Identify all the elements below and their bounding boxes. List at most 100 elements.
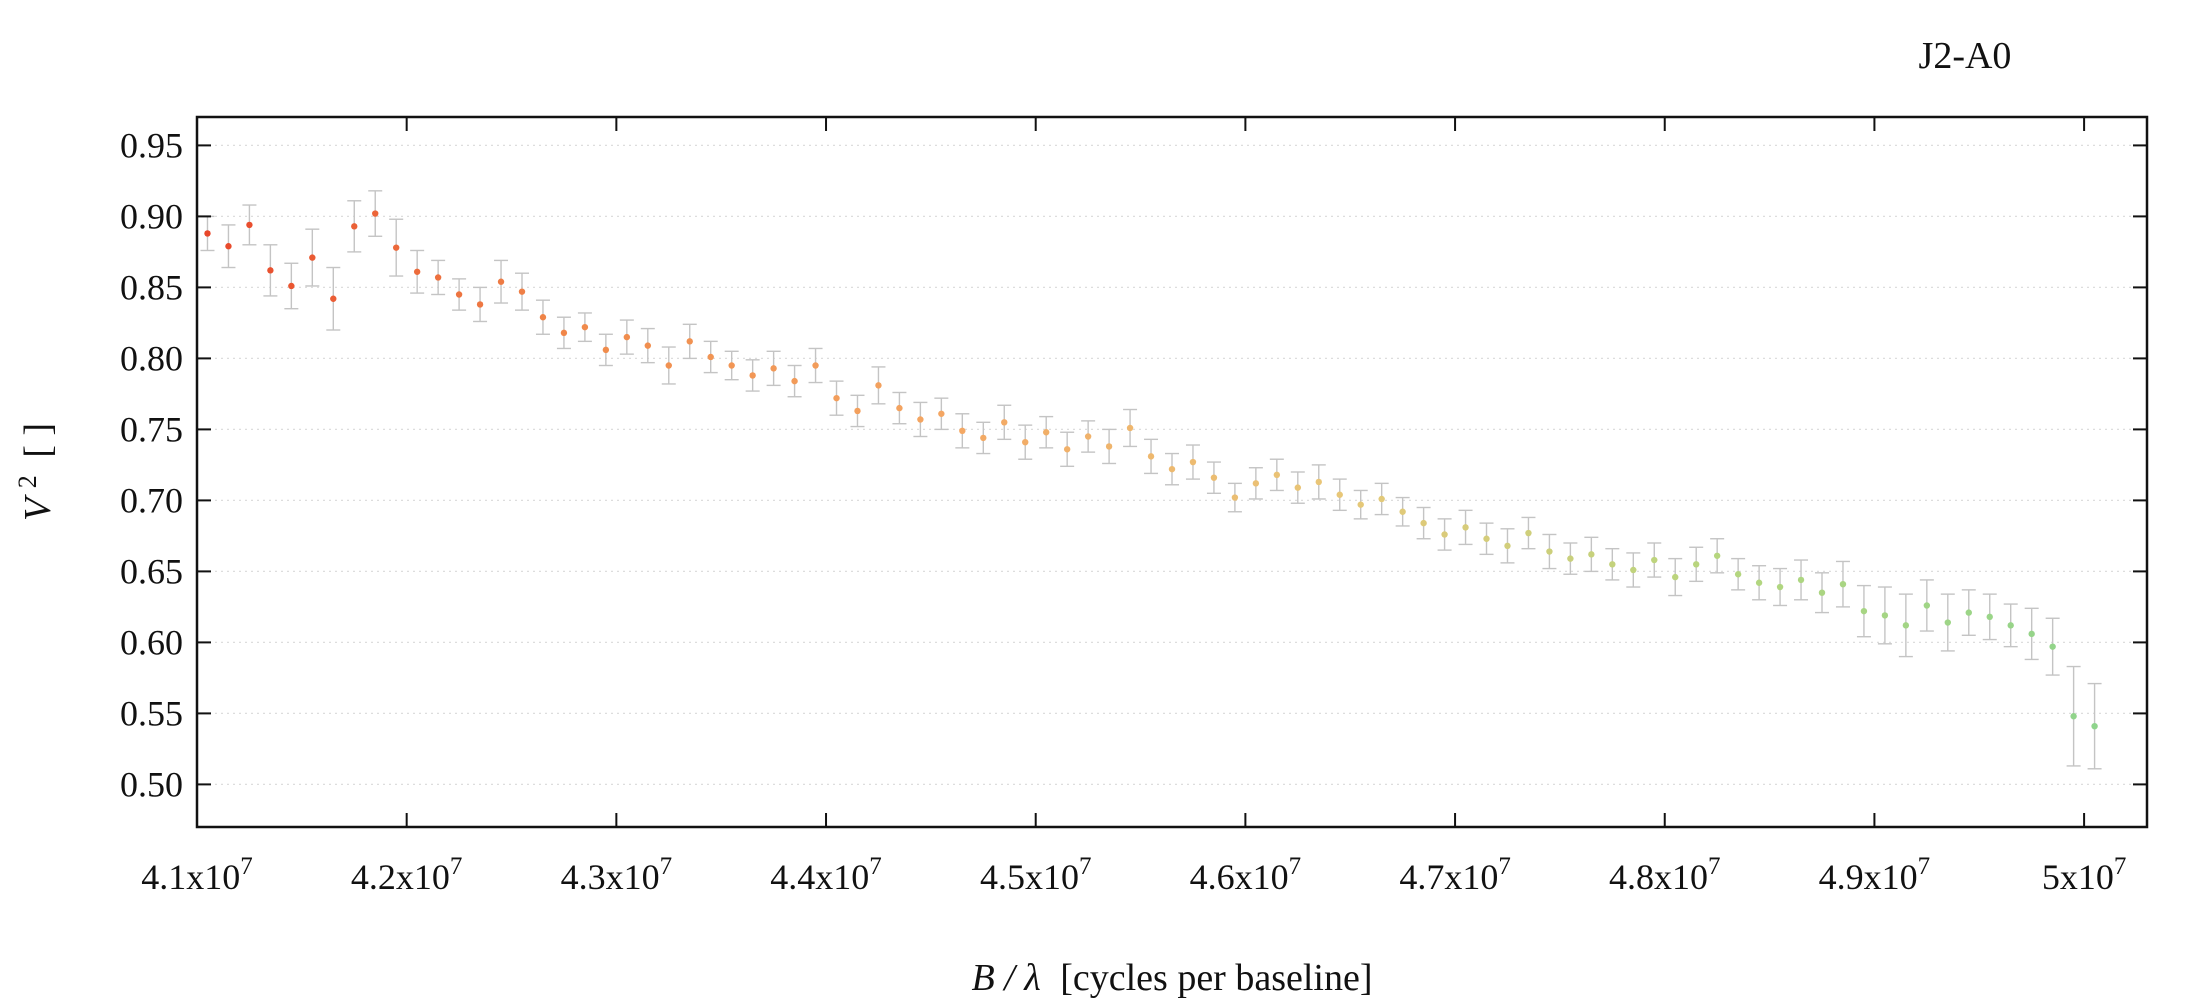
- data-point: [1231, 494, 1239, 501]
- data-point: [1189, 458, 1197, 466]
- data-point: [1483, 535, 1490, 542]
- x-tick-exponent: 7: [869, 853, 882, 880]
- data-point: [1294, 484, 1302, 491]
- data-point: [1839, 580, 1847, 588]
- y-tick-label: 0.75: [120, 409, 183, 449]
- data-point: [833, 394, 840, 402]
- x-axis-var: B / λ: [971, 957, 1040, 999]
- x-tick-label: 4.8x107: [1609, 853, 1721, 897]
- data-point: [267, 267, 274, 274]
- x-tick-exponent: 7: [240, 853, 253, 880]
- data-point: [749, 372, 756, 379]
- data-point: [204, 230, 211, 237]
- data-point: [1923, 602, 1931, 609]
- data-point: [2070, 713, 2077, 720]
- data-point: [791, 377, 798, 385]
- data-point: [476, 301, 484, 308]
- x-tick-label: 4.7x107: [1399, 853, 1511, 897]
- data-point: [1063, 446, 1071, 453]
- data-point: [1042, 429, 1050, 436]
- data-point: [1252, 480, 1260, 487]
- data-point: [246, 221, 253, 229]
- data-point: [1147, 453, 1155, 460]
- x-axis-ticks: 4.1x107 4.2x107 4.3x107 4.4x107 4.5x107 4.6x1…: [141, 117, 2126, 897]
- data-point: [959, 427, 966, 435]
- x-tick-label: 4.3x107: [561, 853, 673, 897]
- x-tick-mantissa: 5x10: [2042, 857, 2114, 897]
- data-point: [1860, 607, 1868, 615]
- x-tick-exponent: 7: [450, 853, 463, 880]
- data-point: [581, 323, 589, 331]
- data-point: [980, 434, 987, 442]
- data-point: [1881, 612, 1889, 619]
- data-point: [1022, 438, 1029, 446]
- data-point: [392, 244, 400, 251]
- data-point: [1357, 501, 1364, 508]
- data-point: [770, 365, 777, 372]
- y-tick-label: 0.60: [120, 622, 183, 662]
- data-point: [497, 278, 505, 285]
- data-point: [434, 274, 442, 281]
- data-point: [938, 410, 945, 417]
- x-axis-label: B / λ [cycles per baseline]: [971, 957, 1372, 999]
- x-tick-exponent: 7: [2114, 853, 2127, 880]
- data-point: [351, 223, 358, 230]
- data-point: [1902, 622, 1910, 629]
- y-axis-unit: [ ]: [17, 423, 59, 458]
- data-point: [1378, 495, 1385, 503]
- data-point: [1399, 508, 1406, 515]
- data-point: [1609, 561, 1616, 568]
- x-tick-exponent: 7: [1079, 853, 1092, 880]
- data-point: [686, 338, 693, 345]
- x-tick-mantissa: 4.6x10: [1190, 857, 1289, 897]
- data-point: [1441, 531, 1448, 538]
- chart-title: J2-A0: [1919, 35, 2012, 77]
- plot-frame: [195, 115, 2149, 829]
- data-point: [1944, 619, 1952, 626]
- data-point: [1105, 443, 1113, 450]
- y-axis-ticks: 0.95 0.90 0.85 0.80 0.75 0.70 0.65 0.60 0.55 0.50: [120, 125, 2147, 804]
- data-point: [1965, 609, 1972, 616]
- data-point: [707, 353, 714, 361]
- data-point: [1420, 519, 1427, 527]
- data-point: [455, 291, 463, 298]
- x-axis-unit: [cycles per baseline]: [1060, 957, 1372, 999]
- x-tick-exponent: 7: [1918, 853, 1931, 880]
- data-point: [2049, 643, 2056, 650]
- data-point: [1210, 474, 1218, 481]
- data-point: [1084, 433, 1092, 440]
- data-points: [204, 210, 2098, 730]
- data-point: [875, 382, 882, 389]
- y-tick-label: 0.90: [120, 196, 183, 236]
- data-point: [330, 295, 337, 302]
- x-tick-mantissa: 4.5x10: [980, 857, 1079, 897]
- data-point: [602, 346, 610, 354]
- data-point: [1525, 529, 1532, 537]
- data-point: [1168, 465, 1176, 473]
- data-point: [2007, 622, 2014, 629]
- x-tick-mantissa: 4.2x10: [351, 857, 450, 897]
- data-point: [225, 243, 232, 250]
- data-point: [1504, 542, 1511, 550]
- data-point: [1462, 524, 1469, 531]
- data-point: [1630, 566, 1637, 574]
- x-tick-mantissa: 4.9x10: [1819, 857, 1918, 897]
- y-tick-label: 0.55: [120, 693, 183, 733]
- data-point: [1776, 583, 1784, 591]
- data-point: [1651, 556, 1658, 564]
- data-point: [1692, 561, 1700, 568]
- data-point: [623, 333, 631, 341]
- data-point: [728, 362, 735, 369]
- x-tick-label: 4.4x107: [770, 853, 882, 897]
- x-tick-mantissa: 4.1x10: [141, 857, 240, 897]
- x-tick-label: 4.1x107: [141, 853, 253, 897]
- x-tick-label: 4.9x107: [1819, 853, 1931, 897]
- data-point: [2091, 722, 2098, 730]
- y-tick-label: 0.65: [120, 551, 183, 591]
- data-point: [1755, 579, 1763, 586]
- y-tick-label: 0.80: [120, 338, 183, 378]
- x-tick-mantissa: 4.7x10: [1399, 857, 1498, 897]
- x-tick-label: 4.2x107: [351, 853, 463, 897]
- data-point: [1336, 491, 1343, 498]
- data-point: [1126, 424, 1134, 432]
